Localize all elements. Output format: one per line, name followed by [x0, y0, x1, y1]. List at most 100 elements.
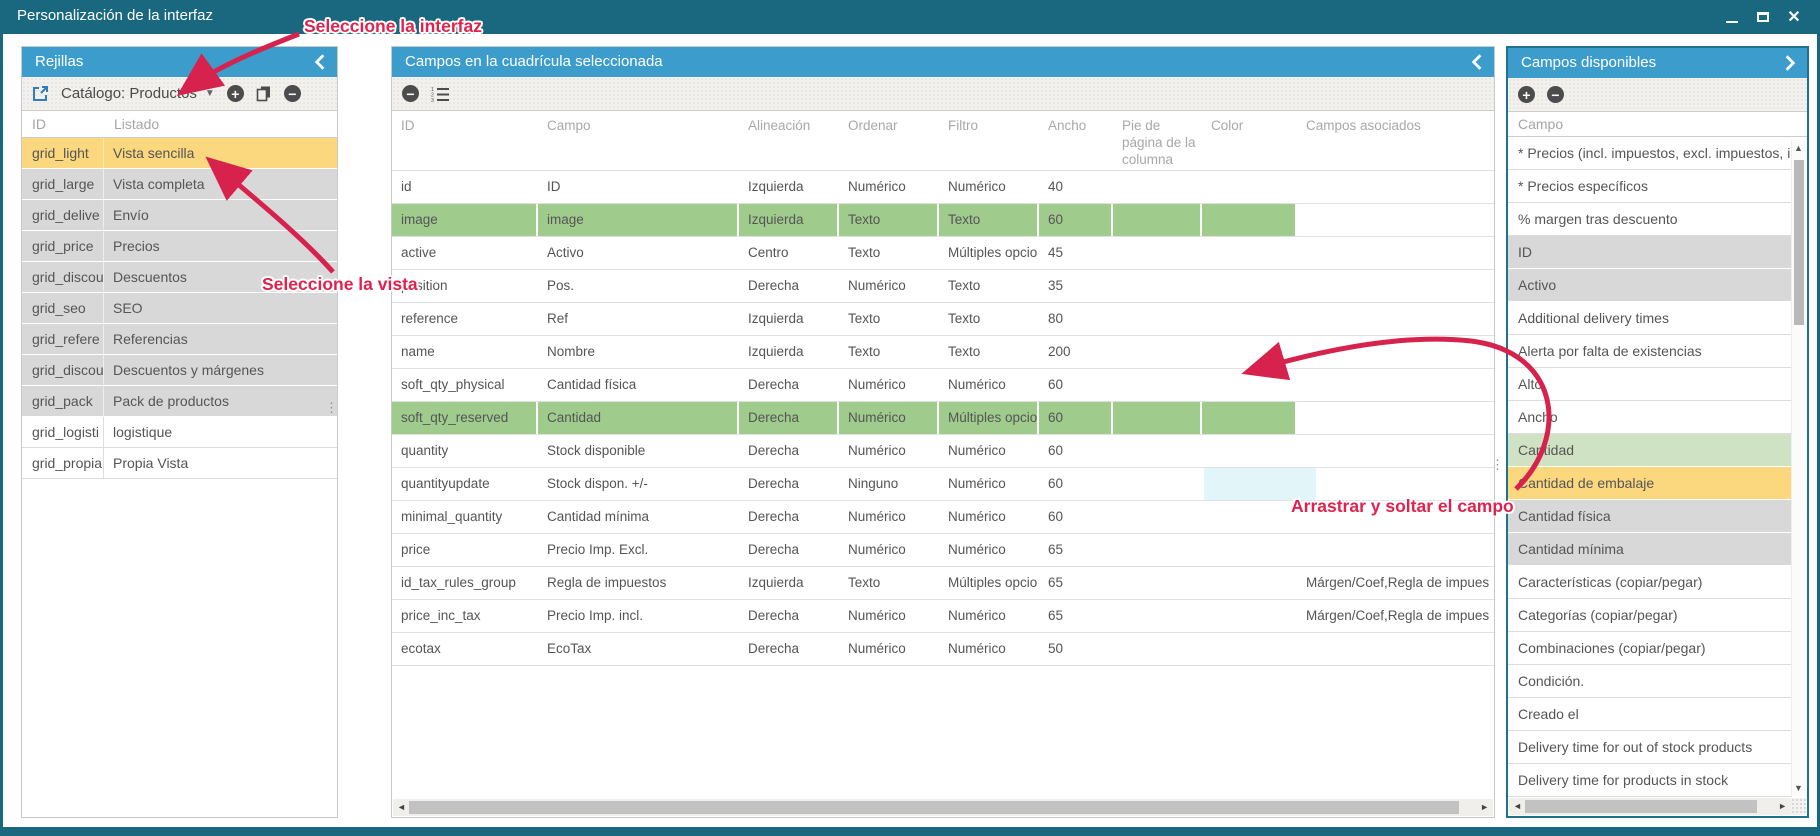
panel-resize-handle[interactable]: ⋮ [1491, 457, 1504, 472]
available-field-item[interactable]: * Precios específicos [1508, 170, 1792, 203]
fields-column-header: Campos asociados [1306, 118, 1421, 133]
external-link-icon[interactable] [32, 85, 49, 102]
grid-row[interactable]: grid_refere Referencias [22, 324, 337, 355]
available-field-item[interactable]: Cantidad física [1508, 500, 1792, 533]
field-row[interactable]: soft_qty_physical Cantidad física Derecha N… [392, 369, 1494, 402]
available-field-item[interactable]: Additional delivery times [1508, 302, 1792, 335]
available-field-item[interactable]: Alto [1508, 368, 1792, 401]
catalog-dropdown[interactable]: Catálogo: Productos ▼ [61, 85, 215, 102]
collapse-middle-icon[interactable] [1470, 53, 1484, 71]
grid-row[interactable]: grid_propia Propia Vista [22, 448, 337, 479]
field-cell-ordenar: Numérico [848, 377, 906, 392]
available-field-item[interactable]: Categorías (copiar/pegar) [1508, 599, 1792, 632]
hscroll-thumb[interactable] [409, 801, 1459, 814]
available-field-item[interactable]: Delivery time for out of stock products [1508, 731, 1792, 764]
close-icon[interactable]: ✕ [1787, 9, 1801, 26]
grid-row-label: Vista sencilla [113, 145, 195, 161]
available-field-item[interactable]: % margen tras descuento [1508, 203, 1792, 236]
available-field-item[interactable]: Cantidad de embalaje [1508, 467, 1792, 500]
field-cell-pie [1113, 468, 1202, 500]
field-cell-ancho: 40 [1048, 179, 1064, 194]
field-row[interactable]: name Nombre Izquierda Texto Texto 200 [392, 336, 1494, 369]
remove-field-button[interactable]: − [402, 85, 419, 102]
minimize-icon[interactable] [1723, 8, 1741, 26]
field-row[interactable]: minimal_quantity Cantidad mínima Derecha Nu… [392, 501, 1494, 534]
scroll-down-icon[interactable]: ▼ [1794, 783, 1803, 793]
scroll-left-icon[interactable]: ◄ [1513, 801, 1522, 811]
field-cell-id: soft_qty_reserved [392, 402, 538, 434]
grid-row[interactable]: grid_light Vista sencilla [22, 138, 337, 169]
ordered-list-icon[interactable]: 1 2 3 [431, 86, 449, 102]
field-cell-id: price_inc_tax [401, 608, 481, 623]
fields-hscrollbar[interactable]: ◄ ► [393, 799, 1493, 816]
scroll-right-icon[interactable]: ► [1480, 802, 1489, 812]
remove-grid-button[interactable]: − [283, 85, 301, 102]
available-field-item[interactable]: Combinaciones (copiar/pegar) [1508, 632, 1792, 665]
available-field-item[interactable]: Activo [1508, 269, 1792, 302]
available-field-item[interactable]: Características (copiar/pegar) [1508, 566, 1792, 599]
field-row[interactable]: image image Izquierda Texto Texto 60 [392, 204, 1494, 237]
field-row[interactable]: reference Ref Izquierda Texto Texto 80 [392, 303, 1494, 336]
scroll-right-icon[interactable]: ► [1778, 801, 1787, 811]
field-row[interactable]: price_inc_tax Precio Imp. incl. Derecha Num… [392, 600, 1494, 633]
field-cell-ordenar: Numérico [848, 509, 906, 524]
maximize-icon[interactable] [1754, 8, 1772, 26]
grid-row[interactable]: grid_large Vista completa [22, 169, 337, 200]
field-row[interactable]: position Pos. Derecha Numérico Texto 35 [392, 270, 1494, 303]
grid-row-label: Envío [113, 207, 149, 223]
available-field-item[interactable]: Cantidad mínima [1508, 533, 1792, 566]
remove-field-button[interactable]: − [1547, 86, 1564, 103]
field-cell-campo: Activo [547, 245, 584, 260]
available-field-item[interactable]: Condición. [1508, 665, 1792, 698]
collapse-right-icon[interactable] [1783, 54, 1797, 72]
collapse-left-icon[interactable] [313, 53, 327, 71]
vscroll-thumb[interactable] [1794, 160, 1804, 325]
grid-row[interactable]: grid_seo SEO [22, 293, 337, 324]
field-cell-id: id [401, 179, 412, 194]
add-grid-button[interactable]: + [226, 85, 244, 102]
panel-resize-handle[interactable]: ⋮ [325, 400, 338, 415]
field-cell-asociados [1297, 534, 1494, 566]
available-field-item[interactable]: Delivery time for products in stock [1508, 764, 1792, 797]
field-row[interactable]: soft_qty_reserved Cantidad Derecha Numérico… [392, 402, 1494, 435]
available-vscrollbar[interactable]: ▲ ▼ [1791, 140, 1806, 796]
available-toolbar: + − [1508, 78, 1807, 111]
field-row[interactable]: active Activo Centro Texto Múltiples opcio 45 [392, 237, 1494, 270]
grid-row-id: grid_refere [22, 324, 104, 354]
grid-row-label: Precios [113, 238, 160, 254]
grid-row[interactable]: grid_delive Envío [22, 200, 337, 231]
field-cell-filtro: Texto [948, 311, 981, 326]
copy-grid-icon[interactable] [256, 85, 272, 102]
field-cell-pie [1113, 501, 1202, 533]
grid-row[interactable]: grid_price Precios [22, 231, 337, 262]
grid-row-id: grid_pack [22, 386, 104, 416]
grid-row-id: grid_seo [22, 293, 104, 323]
scroll-left-icon[interactable]: ◄ [397, 802, 406, 812]
scroll-up-icon[interactable]: ▲ [1794, 143, 1803, 153]
grid-row[interactable]: grid_discou Descuentos y márgenes [22, 355, 337, 386]
field-row[interactable]: price Precio Imp. Excl. Derecha Numérico Num… [392, 534, 1494, 567]
grids-col-listado: Listado [114, 116, 160, 132]
available-hscrollbar[interactable]: ◄ ► [1509, 798, 1791, 815]
available-field-item[interactable]: ID [1508, 236, 1792, 269]
available-field-item[interactable]: Creado el [1508, 698, 1792, 731]
available-field-item[interactable]: Ancho [1508, 401, 1792, 434]
field-row[interactable]: ecotax EcoTax Derecha Numérico Numérico 50 [392, 633, 1494, 666]
grid-row[interactable]: grid_pack Pack de productos [22, 386, 337, 417]
field-row[interactable]: id_tax_rules_group Regla de impuestos Izqu… [392, 567, 1494, 600]
field-cell-ordenar: Numérico [848, 179, 906, 194]
available-field-item[interactable]: Alerta por falta de existencias [1508, 335, 1792, 368]
field-row[interactable]: id ID Izquierda Numérico Numérico 40 [392, 171, 1494, 204]
available-field-item[interactable]: Cantidad [1508, 434, 1792, 467]
available-list: * Precios (incl. impuestos, excl. impues… [1508, 137, 1792, 797]
grid-row[interactable]: grid_logisti logistique [22, 417, 337, 448]
available-field-item[interactable]: * Precios (incl. impuestos, excl. impues… [1508, 137, 1792, 170]
add-field-button[interactable]: + [1518, 86, 1535, 103]
field-cell-alineacion: Derecha [748, 641, 800, 656]
grids-panel: Rejillas Catálogo: Productos ▼ + − ID Li… [21, 46, 338, 818]
field-row[interactable]: quantity Stock disponible Derecha Numérico N… [392, 435, 1494, 468]
hscroll-thumb[interactable] [1525, 800, 1757, 813]
field-cell-id: quantity [401, 443, 449, 458]
field-cell-asociados: Márgen/Coef,Regla de impues [1306, 575, 1490, 590]
